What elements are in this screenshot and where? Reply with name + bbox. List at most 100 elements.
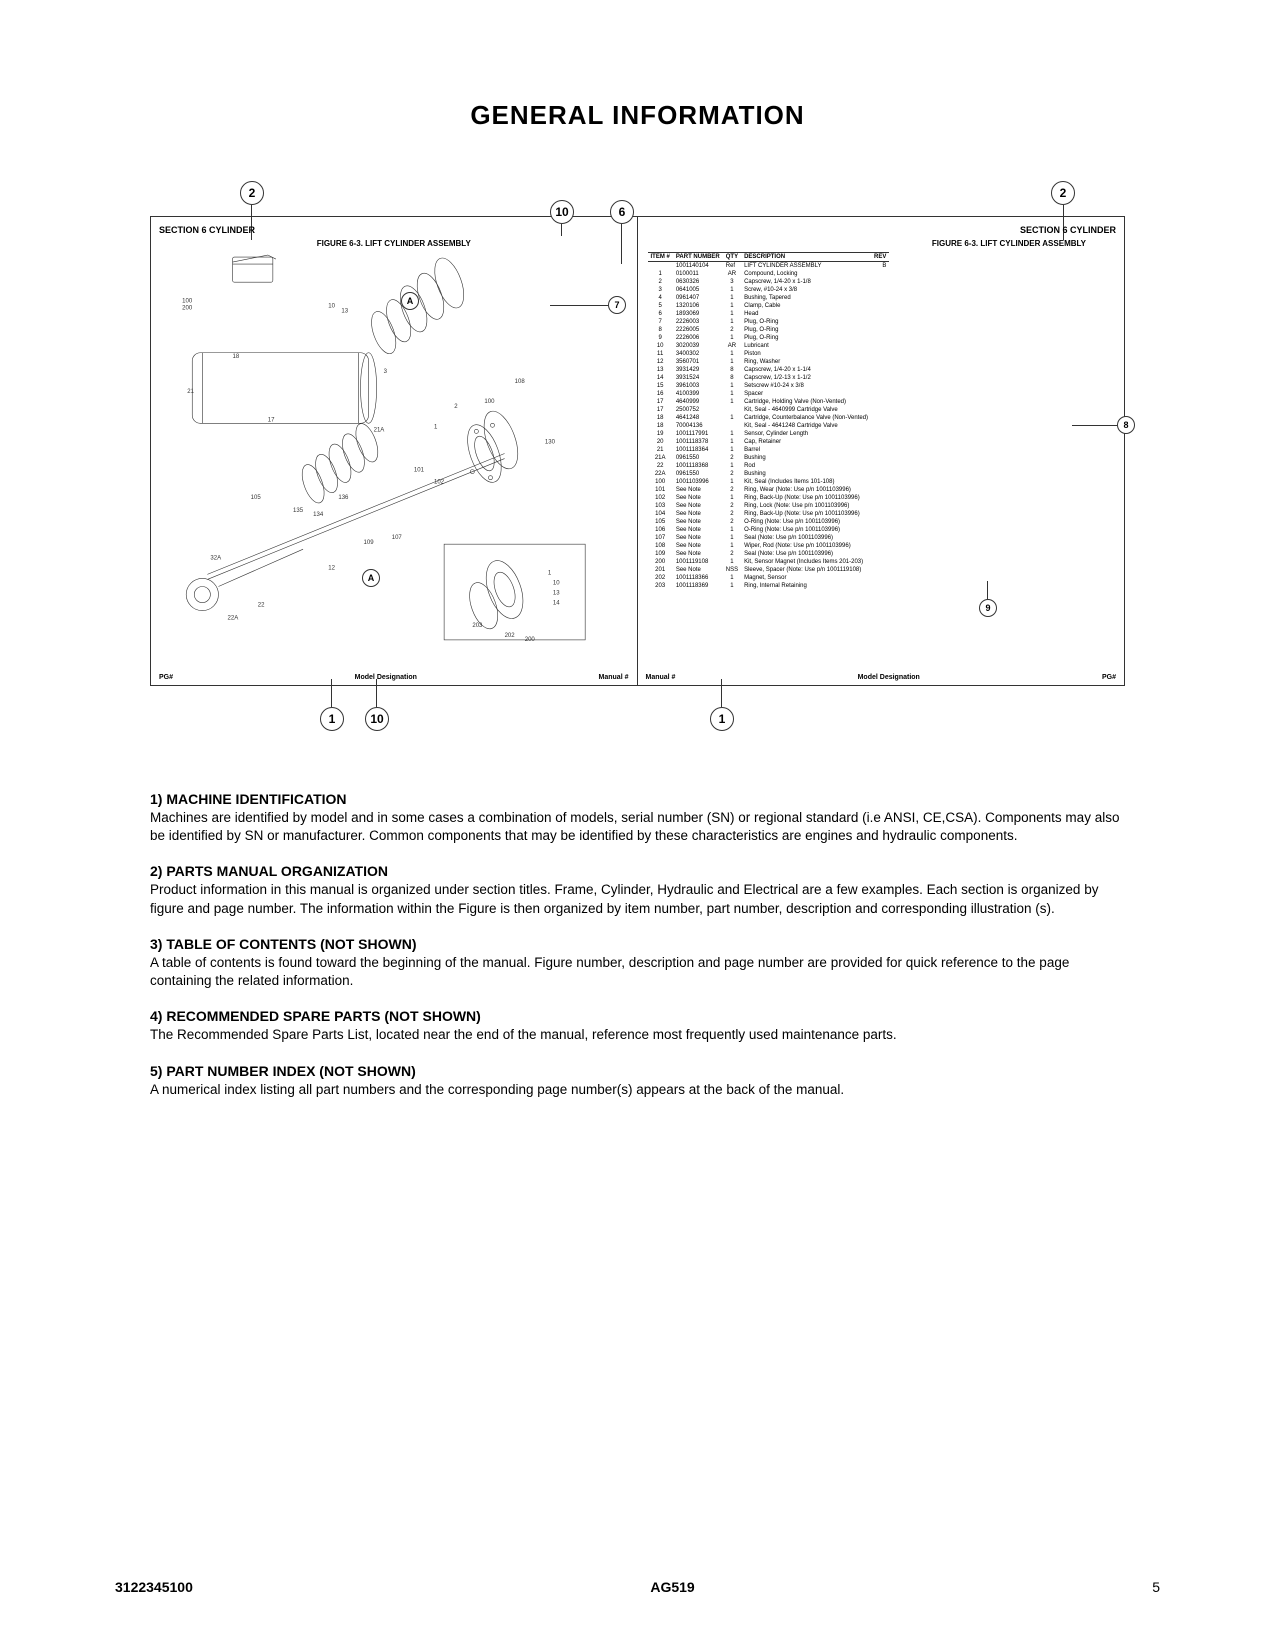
table-row: 10100011ARCompound, Locking [648, 270, 890, 278]
svg-text:107: 107 [392, 535, 403, 541]
text-section: 3) TABLE OF CONTENTS (NOT SHOWN) A table … [150, 936, 1125, 990]
svg-text:108: 108 [515, 379, 526, 385]
table-row: 1235607011Ring, Washer [648, 358, 890, 366]
svg-text:22A: 22A [228, 616, 240, 622]
table-row: 409614071Bushing, Tapered [648, 294, 890, 302]
callout-A-inset2: A [362, 569, 380, 587]
table-row: 104See Note2Ring, Back-Up (Note: Use p/n… [648, 510, 890, 518]
text-body: Product information in this manual is or… [150, 881, 1125, 917]
svg-text:109: 109 [364, 540, 375, 546]
table-row: 10010011039961Kit, Seal (Includes Items … [648, 478, 890, 486]
text-section: 5) PART NUMBER INDEX (NOT SHOWN) A numeri… [150, 1063, 1125, 1099]
table-row: 107See Note1Seal (Note: Use p/n 10011039… [648, 534, 890, 542]
table-row: 1846412481Cartridge, Counterbalance Valv… [648, 414, 890, 422]
svg-text:130: 130 [545, 439, 556, 445]
table-row: 20210011183661Magnet, Sensor [648, 574, 890, 582]
svg-text:13: 13 [341, 308, 348, 314]
svg-text:12: 12 [328, 565, 335, 571]
th-pn: PART NUMBER [673, 253, 723, 262]
svg-text:18: 18 [233, 354, 240, 360]
svg-text:14: 14 [553, 601, 560, 607]
diagram-container: 2 2 SECTION 6 CYLINDER FIGURE 6-3. LIFT … [150, 181, 1125, 731]
table-row: 20010011191081Kit, Sensor Magnet (Includ… [648, 558, 890, 566]
text-section: 1) MACHINE IDENTIFICATIONMachines are id… [150, 791, 1125, 845]
table-row: 1539610031Setscrew #10-24 x 3/8 [648, 382, 890, 390]
table-row: 172500752Kit, Seal - 4640999 Cartridge V… [648, 406, 890, 414]
table-row: 103See Note2Ring, Lock (Note: Use p/n 10… [648, 502, 890, 510]
th-rev: REV [871, 253, 889, 262]
callout-2-right: 2 [1051, 181, 1075, 205]
text-body: Machines are identified by model and in … [150, 809, 1125, 845]
left-section-header: SECTION 6 CYLINDER [159, 225, 629, 235]
left-footer-a: PG# [159, 674, 173, 681]
table-row: 201See NoteNSSSleeve, Spacer (Note: Use … [648, 566, 890, 574]
firstrow-rev: B [871, 262, 889, 271]
svg-text:100: 100 [484, 399, 495, 405]
callout-2-left: 2 [240, 181, 264, 205]
table-row: 513201061Clamp, Cable [648, 302, 890, 310]
left-footer-c: Manual # [599, 674, 629, 681]
right-panel-footer: Manual # Model Designation PG# [646, 674, 1117, 681]
table-row: 618930691Head [648, 310, 890, 318]
exploded-svg: 100200 1013 183 2117 21A 12 108100 13513… [166, 252, 622, 655]
svg-text:101: 101 [414, 468, 425, 474]
svg-text:21A: 21A [374, 427, 386, 433]
footer-left: 3122345100 [115, 1579, 193, 1595]
callout-10-top: 10 [550, 200, 574, 224]
right-footer-c: PG# [1102, 674, 1116, 681]
th-desc: DESCRIPTION [741, 253, 871, 262]
th-qty: QTY [723, 253, 741, 262]
svg-text:21: 21 [187, 389, 194, 395]
table-row: 206303263Capscrew, 1/4-20 x 1-1/8 [648, 278, 890, 286]
svg-text:1: 1 [434, 424, 438, 430]
page-footer: 3122345100 AG519 5 [115, 1579, 1160, 1595]
table-row: 1641003991Spacer [648, 390, 890, 398]
svg-text:203: 203 [472, 623, 483, 629]
svg-text:102: 102 [434, 480, 445, 486]
svg-text:10: 10 [553, 580, 560, 586]
svg-text:200: 200 [182, 305, 193, 311]
table-row: 1439315248Capscrew, 1/2-13 x 1-1/2 [648, 374, 890, 382]
svg-text:22: 22 [258, 603, 265, 609]
right-footer-a: Manual # [646, 674, 676, 681]
table-row: 21A09615502Bushing [648, 454, 890, 462]
text-heading: 3) TABLE OF CONTENTS (NOT SHOWN) [150, 936, 1125, 952]
svg-text:134: 134 [313, 512, 324, 518]
callout-1-left: 1 [320, 707, 344, 731]
right-panel: SECTION 6 CYLINDER FIGURE 6-3. LIFT CYLI… [638, 217, 1125, 685]
table-row: 822260052Plug, O-Ring [648, 326, 890, 334]
table-row: 106See Note1O-Ring (Note: Use p/n 100110… [648, 526, 890, 534]
table-row: 1746409991Cartridge, Holding Valve (Non-… [648, 398, 890, 406]
text-body: A table of contents is found toward the … [150, 954, 1125, 990]
exploded-view: 100200 1013 183 2117 21A 12 108100 13513… [166, 252, 622, 655]
text-body: A numerical index listing all part numbe… [150, 1081, 1125, 1099]
text-section: 4) RECOMMENDED SPARE PARTS (NOT SHOWN)Th… [150, 1008, 1125, 1044]
svg-text:3: 3 [384, 369, 388, 375]
firstrow-qty: Ref [723, 262, 741, 271]
page-title: GENERAL INFORMATION [150, 100, 1125, 131]
svg-text:17: 17 [268, 417, 275, 423]
svg-text:1: 1 [548, 570, 552, 576]
table-row: 102See Note1Ring, Back-Up (Note: Use p/n… [648, 494, 890, 502]
svg-text:136: 136 [338, 495, 349, 501]
svg-text:105: 105 [251, 495, 262, 501]
firstrow-desc: LIFT CYLINDER ASSEMBLY [741, 262, 871, 271]
table-row: 2210011183681Rod [648, 462, 890, 470]
svg-text:100: 100 [182, 298, 193, 304]
sections-container: 1) MACHINE IDENTIFICATIONMachines are id… [150, 791, 1125, 1099]
right-figure-label: FIGURE 6-3. LIFT CYLINDER ASSEMBLY [646, 239, 1087, 248]
footer-center: AG519 [650, 1579, 694, 1595]
table-row: 2110011183641Barrel [648, 446, 890, 454]
table-row: 109See Note2Seal (Note: Use p/n 10011039… [648, 550, 890, 558]
th-item: ITEM # [648, 253, 673, 262]
table-row: 922260061Plug, O-Ring [648, 334, 890, 342]
table-row: 1339314298Capscrew, 1/4-20 x 1-1/4 [648, 366, 890, 374]
table-row: 101See Note2Ring, Wear (Note: Use p/n 10… [648, 486, 890, 494]
callout-1-right: 1 [710, 707, 734, 731]
svg-text:135: 135 [293, 508, 304, 514]
svg-text:202: 202 [505, 633, 516, 639]
text-heading: 5) PART NUMBER INDEX (NOT SHOWN) [150, 1063, 1125, 1079]
callout-9: 9 [979, 599, 997, 617]
table-row: 2010011183781Cap, Retainer [648, 438, 890, 446]
text-section: 2) PARTS MANUAL ORGANIZATIONProduct info… [150, 863, 1125, 917]
